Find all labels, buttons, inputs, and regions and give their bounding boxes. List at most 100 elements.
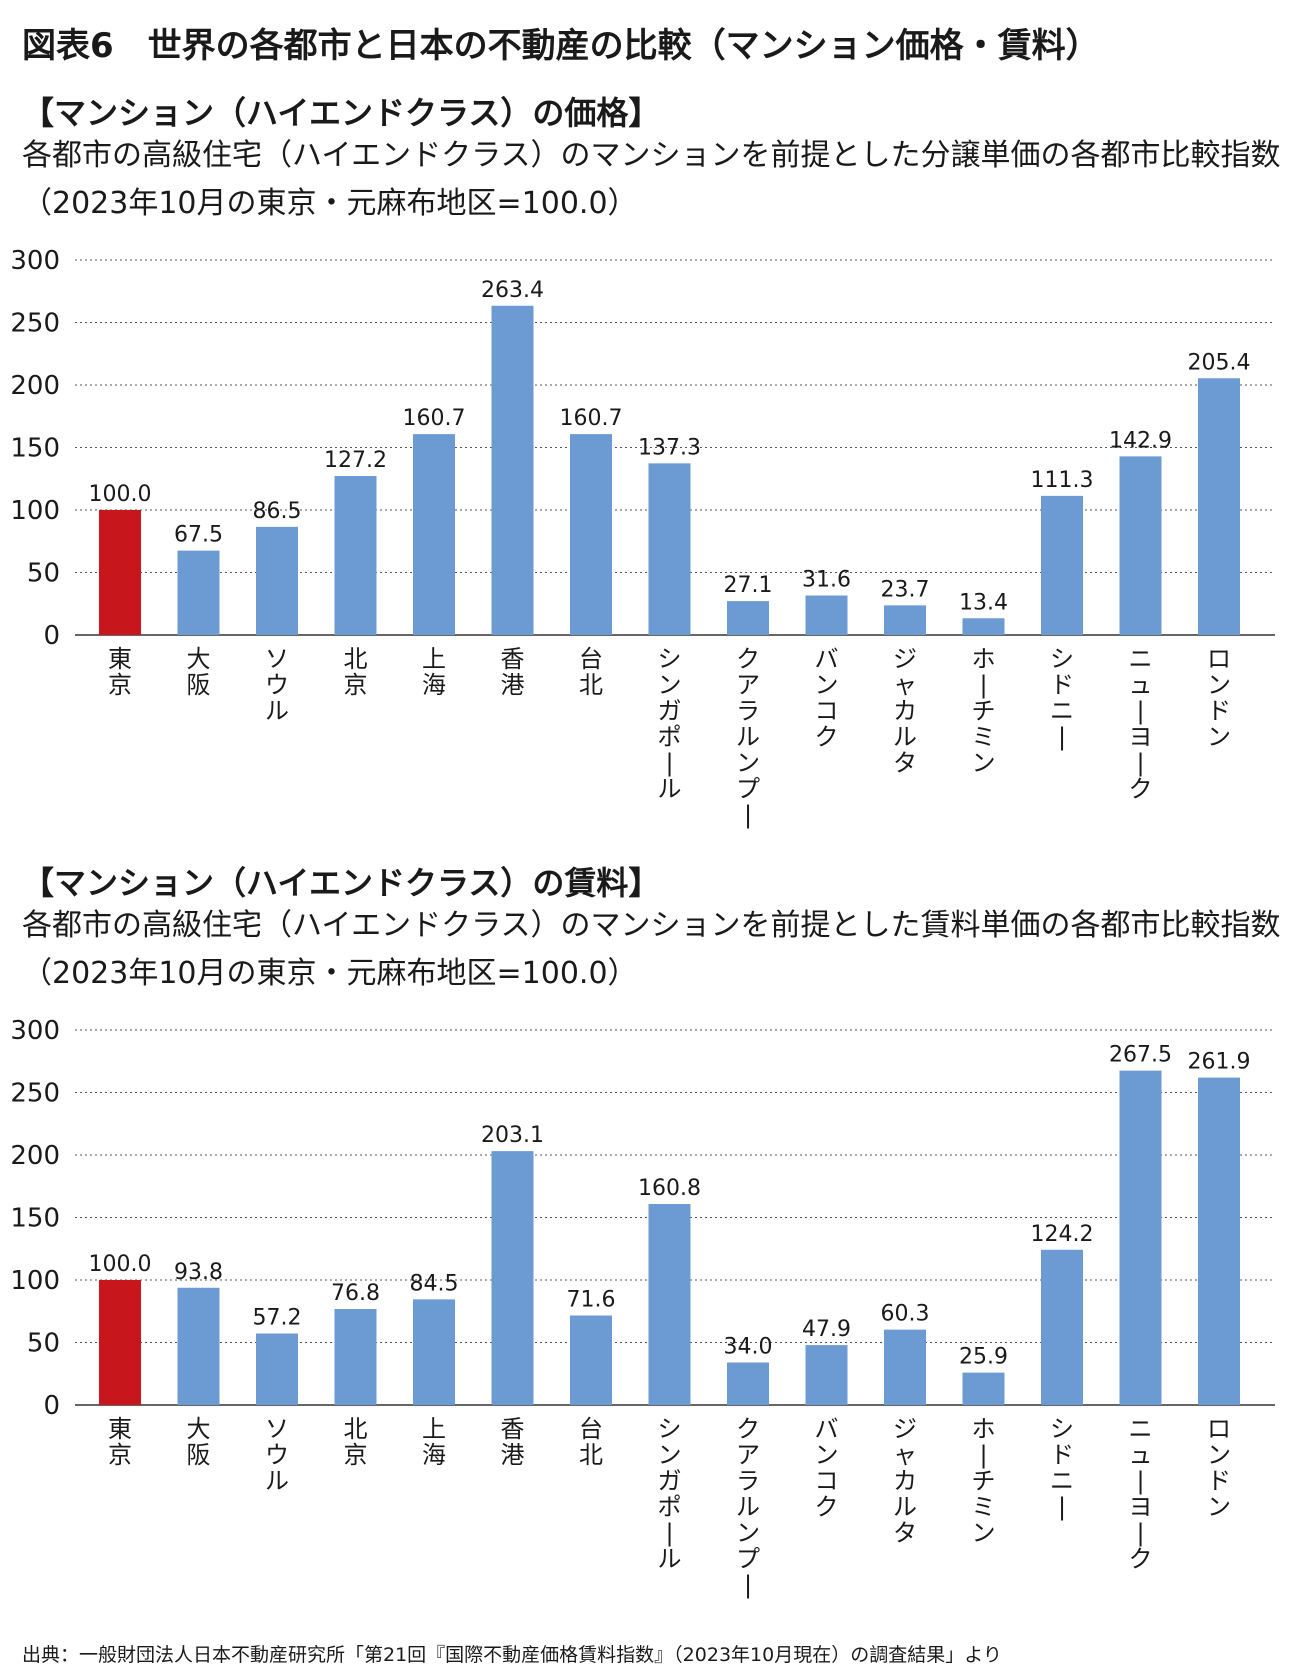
data-label: 86.5	[253, 499, 302, 524]
bar	[727, 1362, 769, 1405]
price-description: 各都市の高級住宅（ハイエンドクラス）のマンションを前提とした分譲単価の各都市比較…	[22, 138, 1281, 221]
bar	[256, 1333, 298, 1405]
bar	[413, 1299, 455, 1405]
data-label: 142.9	[1109, 428, 1172, 453]
category-label: クアラルンプ|ル	[736, 1415, 760, 1600]
y-tick-label: 200	[10, 1141, 60, 1171]
y-tick-label: 0	[43, 621, 60, 651]
bar	[962, 618, 1005, 635]
bar	[884, 605, 926, 635]
data-label: 13.4	[959, 590, 1008, 615]
category-label: ジャカルタ	[893, 1415, 917, 1547]
data-label: 34.0	[724, 1335, 773, 1360]
figure-title: 図表6 世界の各都市と日本の不動産の比較（マンション価格・賃料）	[22, 26, 1100, 66]
data-label: 27.1	[724, 573, 773, 598]
bar	[1198, 1077, 1240, 1405]
bar	[962, 1372, 1005, 1405]
bar	[1198, 378, 1240, 635]
category-label: 台北	[579, 1415, 603, 1469]
bar	[334, 476, 377, 635]
category-label: ロンドン	[1207, 1415, 1231, 1521]
rent-index-chart: 0 50 100 150 200 250 300 100.0 東京 93.8 大阪 57.2 ソウル 76…	[10, 1016, 1275, 1600]
category-label: ソウル	[265, 645, 289, 725]
y-tick-label: 250	[10, 1079, 60, 1109]
bar	[177, 550, 220, 635]
y-tick-label: 100	[10, 496, 60, 526]
data-label: 31.6	[802, 568, 851, 593]
data-label: 67.5	[174, 523, 223, 548]
category-label: 大阪	[187, 645, 211, 699]
bar	[334, 1309, 377, 1405]
bar	[570, 1315, 612, 1405]
rent-description: 各都市の高級住宅（ハイエンドクラス）のマンションを前提とした賃料単価の各都市比較…	[22, 908, 1281, 991]
data-label: 25.9	[959, 1345, 1008, 1370]
category-label: ホ|チミン	[972, 1415, 996, 1547]
category-label: クアラルンプ|ル	[736, 645, 760, 830]
bar	[1041, 495, 1083, 635]
category-label: シンガポ|ル	[658, 1415, 682, 1573]
y-tick-label: 0	[43, 1391, 60, 1421]
category-label: ソウル	[265, 1415, 289, 1495]
bar	[413, 434, 455, 635]
data-label: 261.9	[1188, 1050, 1251, 1075]
data-label: 60.3	[881, 1302, 930, 1327]
category-label: 北京	[344, 1415, 368, 1469]
data-label: 124.2	[1031, 1222, 1094, 1247]
category-label: バンコク	[815, 645, 839, 751]
bar	[99, 1280, 141, 1405]
y-tick-label: 200	[10, 371, 60, 401]
y-tick-label: 150	[10, 434, 60, 464]
category-label: 上海	[422, 645, 446, 699]
data-label: 76.8	[331, 1281, 380, 1306]
bar	[648, 1204, 691, 1405]
data-label: 203.1	[481, 1123, 544, 1148]
bar	[1119, 456, 1162, 635]
category-label: シドニ|	[1050, 645, 1074, 751]
data-label: 267.5	[1109, 1043, 1172, 1068]
category-label: ニュ|ヨ|ク	[1129, 645, 1153, 803]
data-label: 111.3	[1031, 468, 1094, 493]
category-label: ニュ|ヨ|ク	[1129, 1415, 1153, 1573]
category-label: 東京	[108, 1415, 132, 1469]
category-label: 台北	[579, 645, 603, 699]
data-label: 23.7	[881, 577, 930, 602]
data-label: 100.0	[89, 482, 152, 507]
data-label: 100.0	[89, 1252, 152, 1277]
category-label: 大阪	[187, 1415, 211, 1469]
bar	[805, 595, 848, 635]
y-tick-label: 50	[27, 559, 60, 589]
rent-section-title: 【マンション（ハイエンドクラス）の賃料】	[22, 864, 661, 902]
category-label: シドニ|	[1050, 1415, 1074, 1521]
y-tick-label: 250	[10, 309, 60, 339]
data-label: 160.8	[638, 1176, 701, 1201]
bar	[805, 1345, 848, 1405]
bar	[177, 1287, 220, 1405]
data-label: 84.5	[410, 1271, 459, 1296]
bar	[1041, 1249, 1083, 1405]
y-tick-label: 100	[10, 1266, 60, 1296]
category-label: 香港	[501, 1415, 525, 1469]
category-label: シンガポ|ル	[658, 645, 682, 803]
bar	[1119, 1070, 1162, 1405]
bar	[648, 463, 691, 635]
data-label: 160.7	[403, 406, 466, 431]
source-note: 出典：一般財団法人日本不動産研究所「第21回『国際不動産価格賃料指数』（2023…	[22, 1644, 1002, 1666]
data-label: 93.8	[174, 1260, 223, 1285]
category-label: 東京	[108, 645, 132, 699]
category-label: 香港	[501, 645, 525, 699]
bar	[256, 526, 298, 635]
bar	[491, 1151, 534, 1405]
category-label: ホ|チミン	[972, 645, 996, 777]
bar	[570, 434, 612, 635]
bar	[884, 1329, 926, 1405]
data-label: 127.2	[324, 448, 387, 473]
data-label: 71.6	[567, 1288, 616, 1313]
y-tick-label: 300	[10, 246, 60, 276]
data-label: 57.2	[253, 1306, 302, 1331]
bar	[99, 510, 141, 635]
data-label: 160.7	[560, 406, 623, 431]
price-index-chart: 0 50 100 150 200 250 300 100.0 東京 67.5 大阪 86.5 ソウル 12…	[10, 246, 1275, 830]
y-tick-label: 150	[10, 1204, 60, 1234]
category-label: ジャカルタ	[893, 645, 917, 777]
category-label: 北京	[344, 645, 368, 699]
